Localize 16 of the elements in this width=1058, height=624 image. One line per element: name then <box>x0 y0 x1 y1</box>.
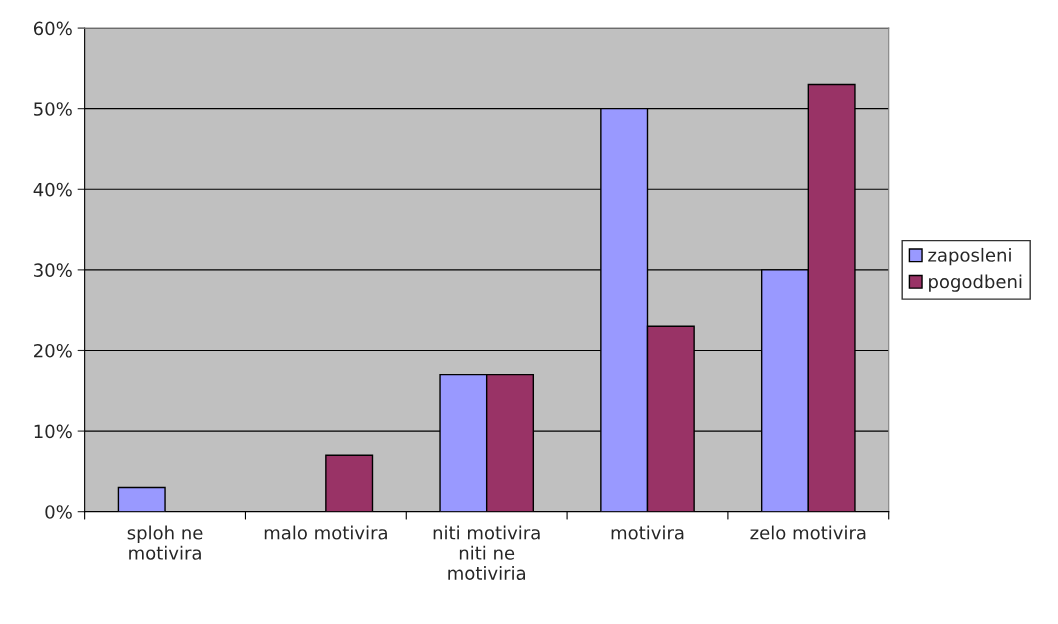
x-tick-label: niti motivira niti ne motiviria <box>433 525 540 580</box>
legend-label: zaposleni <box>928 247 1011 266</box>
y-tick-label: 20% <box>34 343 72 358</box>
x-tick-label: motivira <box>611 525 684 540</box>
y-tick-label: 30% <box>34 263 72 277</box>
y-tick-label: 40% <box>33 182 72 197</box>
legend-label: pogodbeni <box>929 274 1022 292</box>
x-tick-label: malo motivira <box>264 525 387 540</box>
x-tick-label: sploh ne motivira <box>127 525 203 560</box>
bar <box>325 454 374 512</box>
y-tick-label: 60% <box>33 21 72 36</box>
y-tick-label: 50% <box>34 102 72 116</box>
y-tick-label: 0% <box>45 505 72 519</box>
x-tick-label: zelo motivira <box>750 525 866 540</box>
bar <box>117 486 166 512</box>
y-tick-label: 10% <box>34 424 72 439</box>
